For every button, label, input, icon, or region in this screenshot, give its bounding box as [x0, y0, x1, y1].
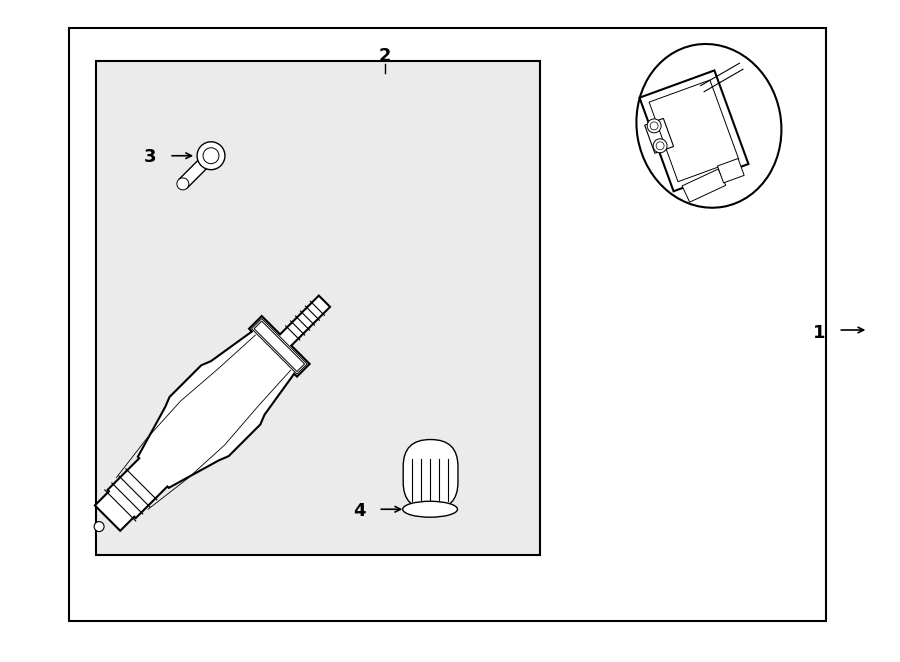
- Polygon shape: [682, 169, 725, 202]
- Polygon shape: [717, 158, 744, 183]
- Text: 4: 4: [353, 502, 365, 520]
- Circle shape: [94, 522, 104, 532]
- Ellipse shape: [636, 44, 781, 208]
- Circle shape: [650, 122, 658, 130]
- Text: 3: 3: [144, 148, 157, 166]
- Circle shape: [656, 142, 664, 150]
- Circle shape: [203, 148, 219, 164]
- Ellipse shape: [402, 501, 457, 517]
- Polygon shape: [94, 296, 330, 531]
- Circle shape: [177, 178, 189, 190]
- Bar: [69, 28, 826, 621]
- Circle shape: [647, 119, 662, 133]
- Text: 1: 1: [813, 324, 825, 342]
- Circle shape: [197, 142, 225, 169]
- Bar: [96, 61, 540, 555]
- Polygon shape: [640, 70, 749, 191]
- Polygon shape: [178, 152, 215, 188]
- FancyBboxPatch shape: [403, 440, 458, 509]
- Polygon shape: [644, 118, 673, 154]
- Circle shape: [653, 139, 667, 153]
- Text: 2: 2: [379, 47, 392, 65]
